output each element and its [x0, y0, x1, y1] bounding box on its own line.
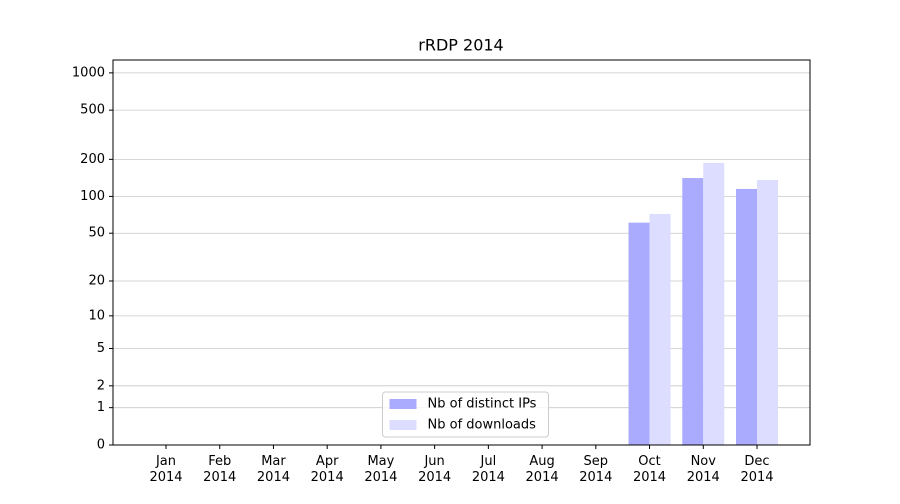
bar [736, 188, 757, 445]
bar [757, 179, 778, 445]
x-tick-label: Feb 2014 [203, 454, 236, 485]
chart-title: rRDP 2014 [418, 36, 503, 55]
x-tick-label: Jan 2014 [149, 454, 182, 485]
y-tick-label: 20 [88, 274, 105, 289]
bar [703, 162, 725, 445]
y-tick-label: 2 [97, 378, 105, 393]
legend-swatch [389, 420, 417, 430]
y-tick-label: 1 [97, 400, 105, 415]
y-tick-label: 10 [88, 308, 105, 323]
x-tick-label: Jul 2014 [472, 454, 505, 485]
x-tick-label: Aug 2014 [526, 454, 559, 485]
x-tick-label: Dec 2014 [740, 454, 773, 485]
legend-label: Nb of downloads [428, 418, 537, 433]
labels: 0 1 2 5 10 20 50 100 200 500 1000 Jan 2014 Feb 2014 Mar… [72, 65, 774, 484]
x-tick-label: Apr 2014 [311, 454, 344, 485]
bar [682, 178, 704, 446]
legend-box [382, 391, 549, 438]
y-tick-label: 500 [80, 103, 105, 118]
x-tick-label: Mar 2014 [257, 454, 290, 485]
x-tick-label: Jun 2014 [418, 454, 451, 485]
x-tick-label: Sep 2014 [579, 454, 612, 485]
legend-swatch [389, 399, 417, 409]
y-tick-label: 100 [80, 189, 105, 204]
bar [649, 213, 671, 445]
y-tick-label: 200 [80, 152, 105, 167]
bars [628, 162, 778, 446]
x-tick-label: Oct 2014 [633, 454, 666, 485]
y-tick-label: 50 [88, 226, 105, 241]
x-tick-label: Nov 2014 [687, 454, 720, 485]
y-tick-label: 1000 [72, 65, 105, 80]
y-tick-label: 0 [97, 438, 105, 453]
bar [628, 222, 650, 445]
y-tick-label: 5 [97, 341, 105, 356]
legend-label: Nb of distinct IPs [428, 397, 537, 412]
axes-frame [112, 59, 811, 446]
x-tick-label: May 2014 [364, 454, 397, 485]
